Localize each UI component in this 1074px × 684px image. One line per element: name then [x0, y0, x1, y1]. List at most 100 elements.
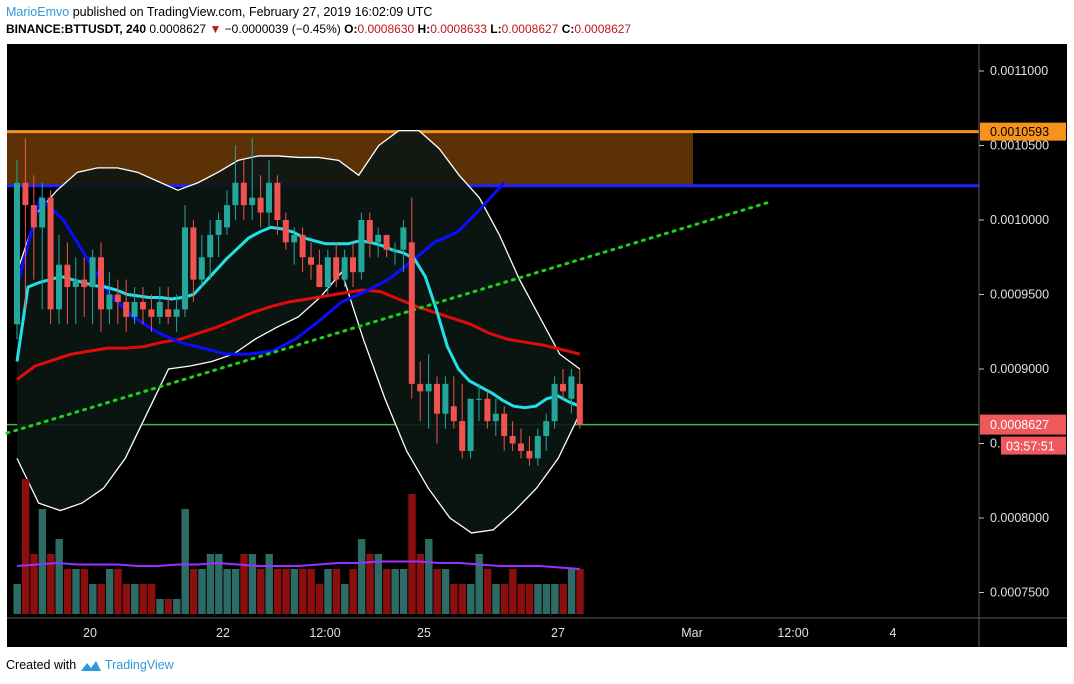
volume-bar	[114, 569, 122, 614]
countdown-tag	[1001, 436, 1066, 455]
volume-bar	[391, 569, 399, 614]
candle-body	[140, 301, 146, 310]
candle-body	[299, 234, 306, 258]
volume-bar	[105, 569, 114, 614]
candle-body	[207, 234, 214, 258]
candle-body	[98, 257, 104, 310]
candle-body	[266, 182, 272, 213]
high-value: 0.0008633	[430, 22, 487, 36]
candle-body	[232, 182, 239, 206]
volume-ma-line	[16, 560, 580, 570]
volume-bar	[500, 584, 509, 614]
time-tick-label: 20	[83, 626, 97, 640]
volume-bar	[567, 569, 576, 614]
volume-bar	[551, 584, 559, 614]
candle-body	[576, 383, 583, 425]
volume-bar	[332, 569, 341, 614]
candle-body	[534, 436, 541, 459]
resistance-price-tag	[980, 122, 1066, 141]
volume-bar	[349, 569, 357, 614]
price-tick-label: 0.0009000	[990, 362, 1049, 376]
volume-bar	[534, 584, 542, 614]
bollinger-lower-line	[16, 270, 581, 534]
candle-body	[476, 398, 482, 400]
candle-body	[156, 301, 163, 317]
tradingview-logo-icon	[80, 660, 101, 671]
candle-body	[72, 279, 79, 288]
author-link[interactable]: MarioEmvo	[6, 5, 70, 19]
volume-bar	[181, 509, 189, 614]
candle-body	[543, 421, 550, 437]
candle-body	[39, 197, 46, 228]
volume-bar	[13, 584, 21, 614]
volume-bar	[441, 569, 450, 614]
last-price-tag	[980, 414, 1066, 435]
candle-body	[182, 227, 188, 310]
symbol-label: BINANCE:BTTUSDT, 240	[6, 22, 147, 36]
volume-bar	[374, 554, 383, 614]
volume-bar	[425, 539, 433, 614]
volume-bar	[97, 584, 105, 614]
candle-body	[408, 242, 415, 384]
candle-body	[526, 450, 533, 459]
candle-body	[30, 205, 37, 228]
candle-body	[291, 234, 298, 243]
candle-body	[64, 264, 71, 288]
candle-body	[324, 257, 331, 288]
volume-bar	[433, 569, 441, 614]
candle-body	[434, 383, 440, 414]
candle-body	[392, 249, 398, 251]
time-tick-label: 4	[890, 626, 897, 640]
candle-body	[501, 413, 508, 437]
volume-bar	[72, 569, 80, 614]
candle-body	[257, 197, 264, 213]
volume-bar	[131, 584, 139, 614]
candle-body	[518, 443, 524, 451]
volume-bar	[223, 569, 231, 614]
volume-bar	[273, 569, 282, 614]
volume-bar	[366, 554, 374, 614]
low-label: L:	[490, 22, 502, 36]
volume-bar	[164, 599, 173, 614]
volume-bar	[89, 584, 97, 614]
price-tick-label: 0.0007500	[990, 586, 1049, 600]
publish-line: MarioEmvo published on TradingView.com, …	[6, 4, 1066, 21]
candle-body	[173, 309, 180, 317]
ascending-trendline	[5, 200, 771, 435]
volume-bar	[139, 584, 147, 614]
last-price: 0.0008627	[149, 22, 207, 36]
volume-bar	[483, 569, 492, 614]
candle-body	[366, 220, 373, 243]
volume-bar	[299, 569, 307, 614]
volume-bar	[55, 539, 63, 614]
candle-body	[274, 182, 281, 220]
candle-body	[551, 383, 558, 422]
candle-body	[14, 182, 20, 325]
candle-body	[509, 436, 516, 444]
volume-bar	[30, 554, 38, 614]
volume-bar	[257, 569, 265, 614]
volume-bar	[122, 584, 131, 614]
close-label: C:	[561, 22, 575, 36]
volume-bar	[47, 554, 55, 614]
candle-body	[560, 383, 566, 392]
volume-bar	[21, 479, 30, 614]
candle-body	[190, 227, 197, 280]
time-tick-label: 12:00	[309, 626, 340, 640]
volume-bar	[341, 584, 349, 614]
bollinger-bands	[16, 129, 581, 534]
candle-body	[400, 227, 407, 250]
volume-bar	[282, 569, 290, 614]
volume-bar	[240, 554, 248, 614]
tradingview-brand-link[interactable]: TradingView	[104, 658, 174, 672]
bollinger-fill	[17, 130, 580, 533]
publish-info: published on TradingView.com, February 2…	[72, 5, 433, 19]
bollinger-upper-line	[16, 129, 581, 370]
ohlc-line: BINANCE:BTTUSDT, 240 0.0008627 ▼ −0.0000…	[6, 21, 1066, 38]
volume-bar	[399, 569, 408, 614]
axes: 0.00075000.00080000.00085000.00090000.00…	[7, 44, 1067, 647]
candle-body	[308, 257, 314, 265]
candle-body	[148, 309, 155, 317]
candle-body	[240, 182, 247, 206]
